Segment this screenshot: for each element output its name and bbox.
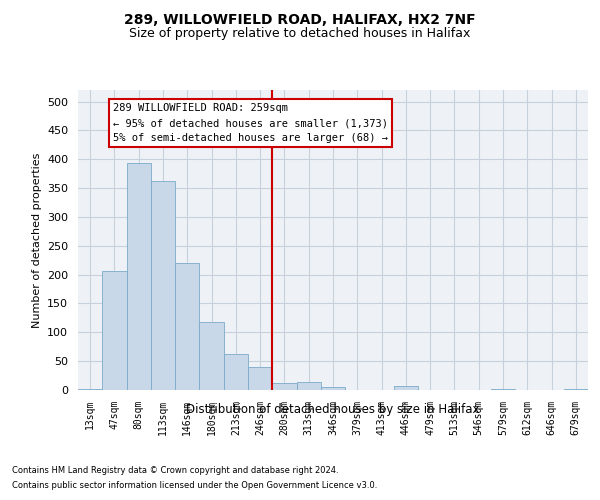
Bar (224, 354, 248, 390)
Bar (272, 382, 296, 390)
Bar (199, 322, 224, 390)
Text: Distribution of detached houses by size in Halifax: Distribution of detached houses by size … (186, 402, 480, 415)
Bar (151, 181, 175, 390)
Bar (175, 262, 199, 390)
Bar (394, 386, 418, 390)
Text: Contains HM Land Registry data © Crown copyright and database right 2024.: Contains HM Land Registry data © Crown c… (12, 466, 338, 475)
Bar (78, 389, 102, 390)
Bar (321, 386, 345, 390)
Bar (102, 270, 127, 390)
Text: 289 WILLOWFIELD ROAD: 259sqm
← 95% of detached houses are smaller (1,373)
5% of : 289 WILLOWFIELD ROAD: 259sqm ← 95% of de… (113, 104, 388, 143)
Text: Contains public sector information licensed under the Open Government Licence v3: Contains public sector information licen… (12, 481, 377, 490)
Y-axis label: Number of detached properties: Number of detached properties (32, 152, 41, 328)
Text: Size of property relative to detached houses in Halifax: Size of property relative to detached ho… (130, 28, 470, 40)
Bar (127, 164, 151, 390)
Bar (296, 382, 321, 390)
Text: 289, WILLOWFIELD ROAD, HALIFAX, HX2 7NF: 289, WILLOWFIELD ROAD, HALIFAX, HX2 7NF (124, 12, 476, 26)
Bar (248, 367, 272, 390)
